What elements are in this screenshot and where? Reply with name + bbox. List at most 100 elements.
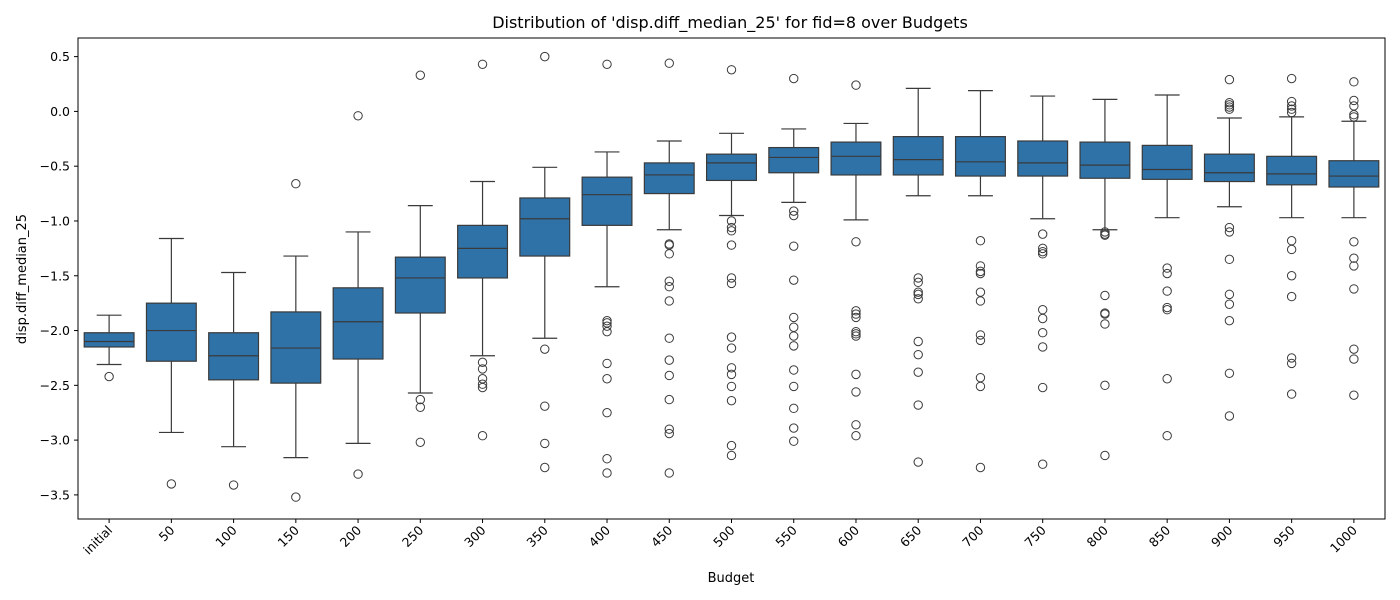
x-tick-label: initial [80,523,115,558]
outlier-point [1286,291,1297,302]
outlier-point [851,329,861,339]
outlier-point [913,400,923,410]
outlier-point [1349,95,1359,106]
box-300 [457,224,509,279]
outlier-point [913,457,923,467]
outlier-point [1349,253,1359,263]
outlier-point [353,469,363,479]
box-850 [1141,144,1193,180]
box-550 [768,146,820,174]
outlier-point [166,479,177,489]
box-900 [1203,153,1255,183]
outlier-point [477,59,488,69]
outlier-point [1162,286,1172,296]
outlier-point [1100,450,1110,461]
outlier-point [477,382,488,393]
outlier-point [477,357,488,368]
box-500 [706,153,757,182]
outlier-point [1100,309,1110,319]
outlier-point [913,273,923,283]
x-tick-label: 350 [523,522,551,550]
x-tick-label: 150 [274,522,302,550]
box-250 [394,256,446,314]
outlier-point [1037,246,1048,257]
outlier-point [851,387,861,397]
outlier-point [1037,382,1048,393]
outlier-point [664,424,674,434]
outlier-point [1100,230,1110,240]
y-tick-label: 0.0 [50,104,70,119]
outlier-point [789,206,799,216]
outlier-point [789,381,799,392]
outlier-point [602,454,612,464]
outlier-point [913,349,923,360]
outlier-point [789,322,799,332]
box-350 [519,197,571,257]
outlier-point [1037,313,1048,324]
box-200 [332,287,384,360]
outlier-point [913,336,923,347]
outlier-point [789,341,799,351]
outlier-point [851,420,861,430]
outlier-point [1037,342,1048,352]
outlier-point [726,343,737,353]
y-tick-label: −2.0 [40,323,70,338]
outlier-point [1349,354,1359,364]
outlier-point [664,370,674,381]
x-tick-label: 750 [1021,522,1049,550]
outlier-point [975,381,986,392]
outlier-point [1037,459,1048,469]
outlier-point [1100,319,1110,329]
outlier-point [664,394,674,405]
box-750 [1017,140,1069,177]
box-initial [83,332,135,348]
outlier-point [1224,227,1235,237]
x-tick-label: 950 [1270,522,1298,550]
y-axis-label: disp.diff_median_25 [15,214,30,344]
outlier-point [1286,104,1297,114]
x-tick-label: 100 [212,522,240,550]
outlier-point [726,65,737,75]
y-tick-label: −2.5 [40,378,70,393]
outlier-point [1037,328,1048,338]
y-tick-label: −0.5 [40,159,70,174]
outlier-point [104,371,114,382]
axes-frame [77,37,1386,520]
outlier-point [851,431,861,441]
outlier-point [664,428,674,439]
x-tick-label: 250 [399,522,427,550]
outlier-point [1349,261,1359,271]
outlier-point [1162,302,1172,313]
outlier-point [975,235,986,246]
outlier-point [1224,222,1235,233]
box-1000 [1328,160,1380,188]
outlier-point [1162,268,1172,279]
y-tick-label: 0.5 [50,49,70,64]
outlier-point [1100,290,1110,301]
outlier-point [851,80,861,90]
outlier-point [602,408,612,418]
x-tick-label: 650 [897,522,925,550]
outlier-point [913,277,923,288]
outlier-point [415,394,426,405]
outlier-point [353,111,363,121]
outlier-point [1037,229,1048,239]
box-400 [581,176,633,226]
outlier-point [726,369,737,380]
box-650 [892,136,944,176]
x-tick-label: 850 [1146,522,1174,550]
outlier-point [975,261,986,271]
box-450 [643,162,695,195]
outlier-point [1349,101,1359,111]
outlier-point [1162,374,1172,384]
outlier-point [1224,368,1235,378]
outlier-point [1286,271,1297,281]
outlier-point [789,403,799,414]
outlier-point [1162,305,1172,315]
x-tick-label: 1000 [1327,522,1360,555]
outlier-point [1349,77,1359,87]
outlier-point [1286,353,1297,363]
outlier-point [726,278,737,289]
outlier-point [726,450,737,461]
chart-title: Distribution of 'disp.diff_median_25' fo… [492,13,968,33]
